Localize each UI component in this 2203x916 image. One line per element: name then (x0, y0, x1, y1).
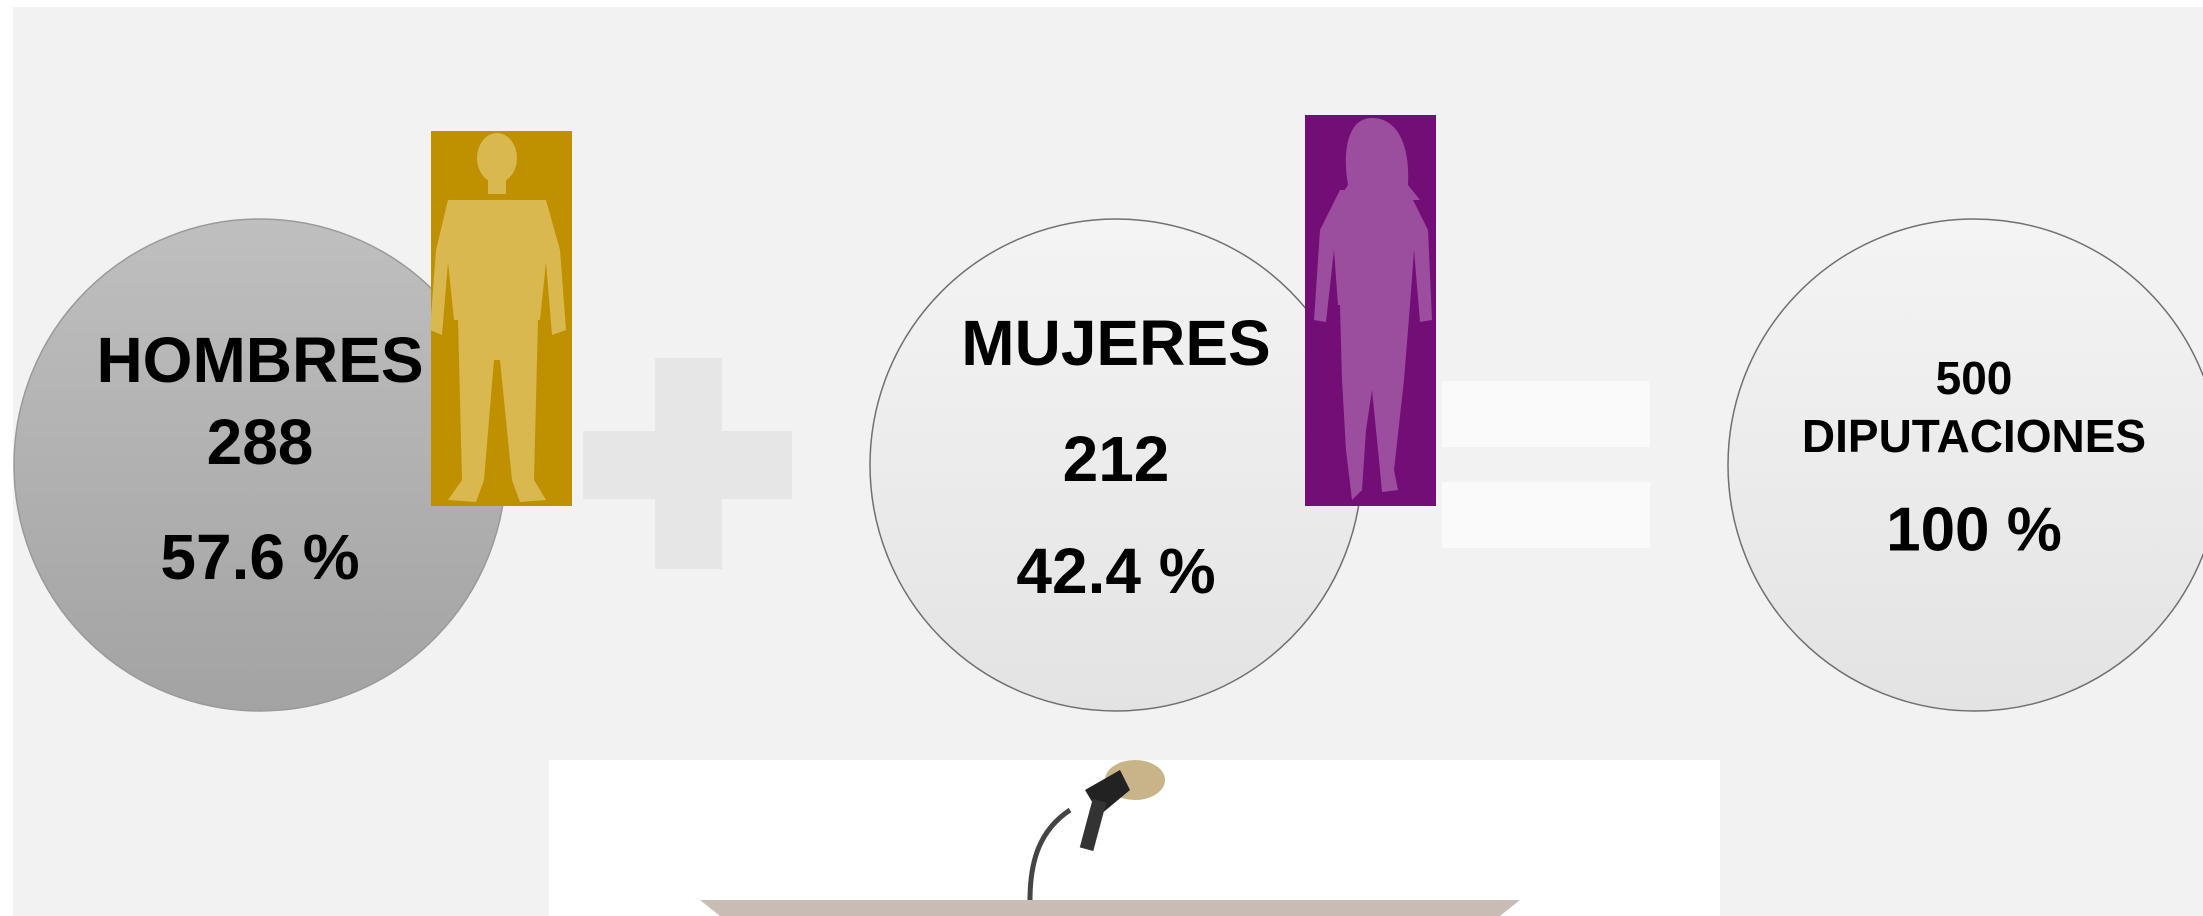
women-percent: 42.4 % (1016, 535, 1215, 607)
men-count: 288 (207, 406, 314, 478)
women-label: MUJERES (961, 307, 1270, 379)
man-figure (430, 131, 572, 506)
total-label: DIPUTACIONES (1802, 410, 2146, 462)
men-label: HOMBRES (96, 324, 423, 396)
men-percent: 57.6 % (160, 521, 359, 593)
total-percent: 100 % (1886, 495, 2062, 564)
woman-figure (1305, 115, 1436, 506)
total-circle (1728, 219, 2203, 711)
page: {"men": {"label": "HOMBRES", "count": "2… (0, 0, 2203, 916)
total-count: 500 (1936, 352, 2013, 404)
women-count: 212 (1063, 423, 1170, 495)
podium-image (549, 760, 1720, 916)
infographic: HOMBRES 288 57.6 % MUJERES 212 42.4 % 50… (0, 0, 2203, 916)
